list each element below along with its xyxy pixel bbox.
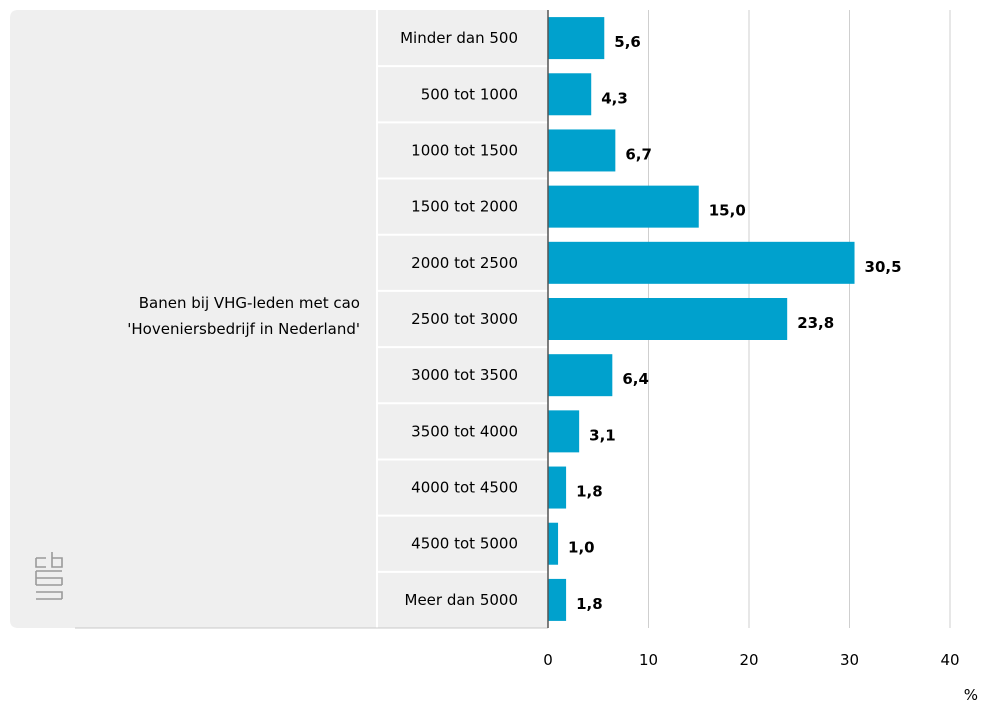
- value-label: 5,6: [614, 33, 641, 51]
- category-label: 500 tot 1000: [421, 85, 518, 103]
- category-label: 1500 tot 2000: [411, 198, 518, 216]
- category-label: 4500 tot 5000: [411, 535, 518, 553]
- category-label: 4000 tot 4500: [411, 479, 518, 497]
- bar: [548, 241, 855, 284]
- category-label: 1000 tot 1500: [411, 141, 518, 159]
- bar: [548, 578, 567, 621]
- category-label: 3000 tot 3500: [411, 366, 518, 384]
- bar: [548, 522, 559, 565]
- category-label: Meer dan 5000: [405, 591, 519, 609]
- value-label: 1,8: [576, 595, 603, 613]
- value-label: 1,8: [576, 483, 603, 501]
- x-tick-label: 10: [639, 651, 658, 669]
- x-tick-label: 0: [543, 651, 553, 669]
- value-label: 1,0: [568, 539, 595, 557]
- bar: [548, 410, 580, 453]
- x-axis-ticks: 0 10 20 30 40: [543, 651, 959, 669]
- row-separators: [377, 65, 548, 573]
- x-tick-label: 20: [739, 651, 758, 669]
- value-label: 3,1: [589, 426, 616, 444]
- value-label: 23,8: [797, 314, 834, 332]
- value-label: 6,7: [625, 145, 652, 163]
- bar: [548, 185, 699, 228]
- bar: [548, 298, 788, 340]
- value-labels: 5,6 4,3 6,7 15,0 30,5 23,8 6,4 3,1 1,8 1,0 1,8: [568, 33, 901, 613]
- bar: [548, 354, 613, 397]
- category-label: 2000 tot 2500: [411, 254, 518, 272]
- label-panel: [10, 10, 548, 628]
- group-label-line-1: Banen bij VHG-leden met cao: [139, 294, 360, 312]
- category-label: 3500 tot 4000: [411, 422, 518, 440]
- bar: [548, 129, 616, 172]
- value-label: 6,4: [622, 370, 649, 388]
- cbs-logo: [35, 552, 63, 600]
- group-label-line-2: 'Hoveniersbedrijf in Nederland': [127, 320, 360, 338]
- category-label: 2500 tot 3000: [411, 310, 518, 328]
- bar: [548, 73, 592, 116]
- bar: [548, 17, 605, 60]
- value-label: 30,5: [865, 258, 902, 276]
- value-label: 15,0: [709, 202, 746, 220]
- x-tick-label: 30: [840, 651, 859, 669]
- x-unit-label: %: [964, 686, 978, 704]
- value-label: 4,3: [601, 89, 628, 107]
- category-label: Minder dan 500: [400, 29, 518, 47]
- category-labels: Minder dan 500 500 tot 1000 1000 tot 1500 1…: [400, 29, 518, 609]
- bar: [548, 466, 567, 509]
- bars: [548, 17, 855, 621]
- x-tick-label: 40: [940, 651, 959, 669]
